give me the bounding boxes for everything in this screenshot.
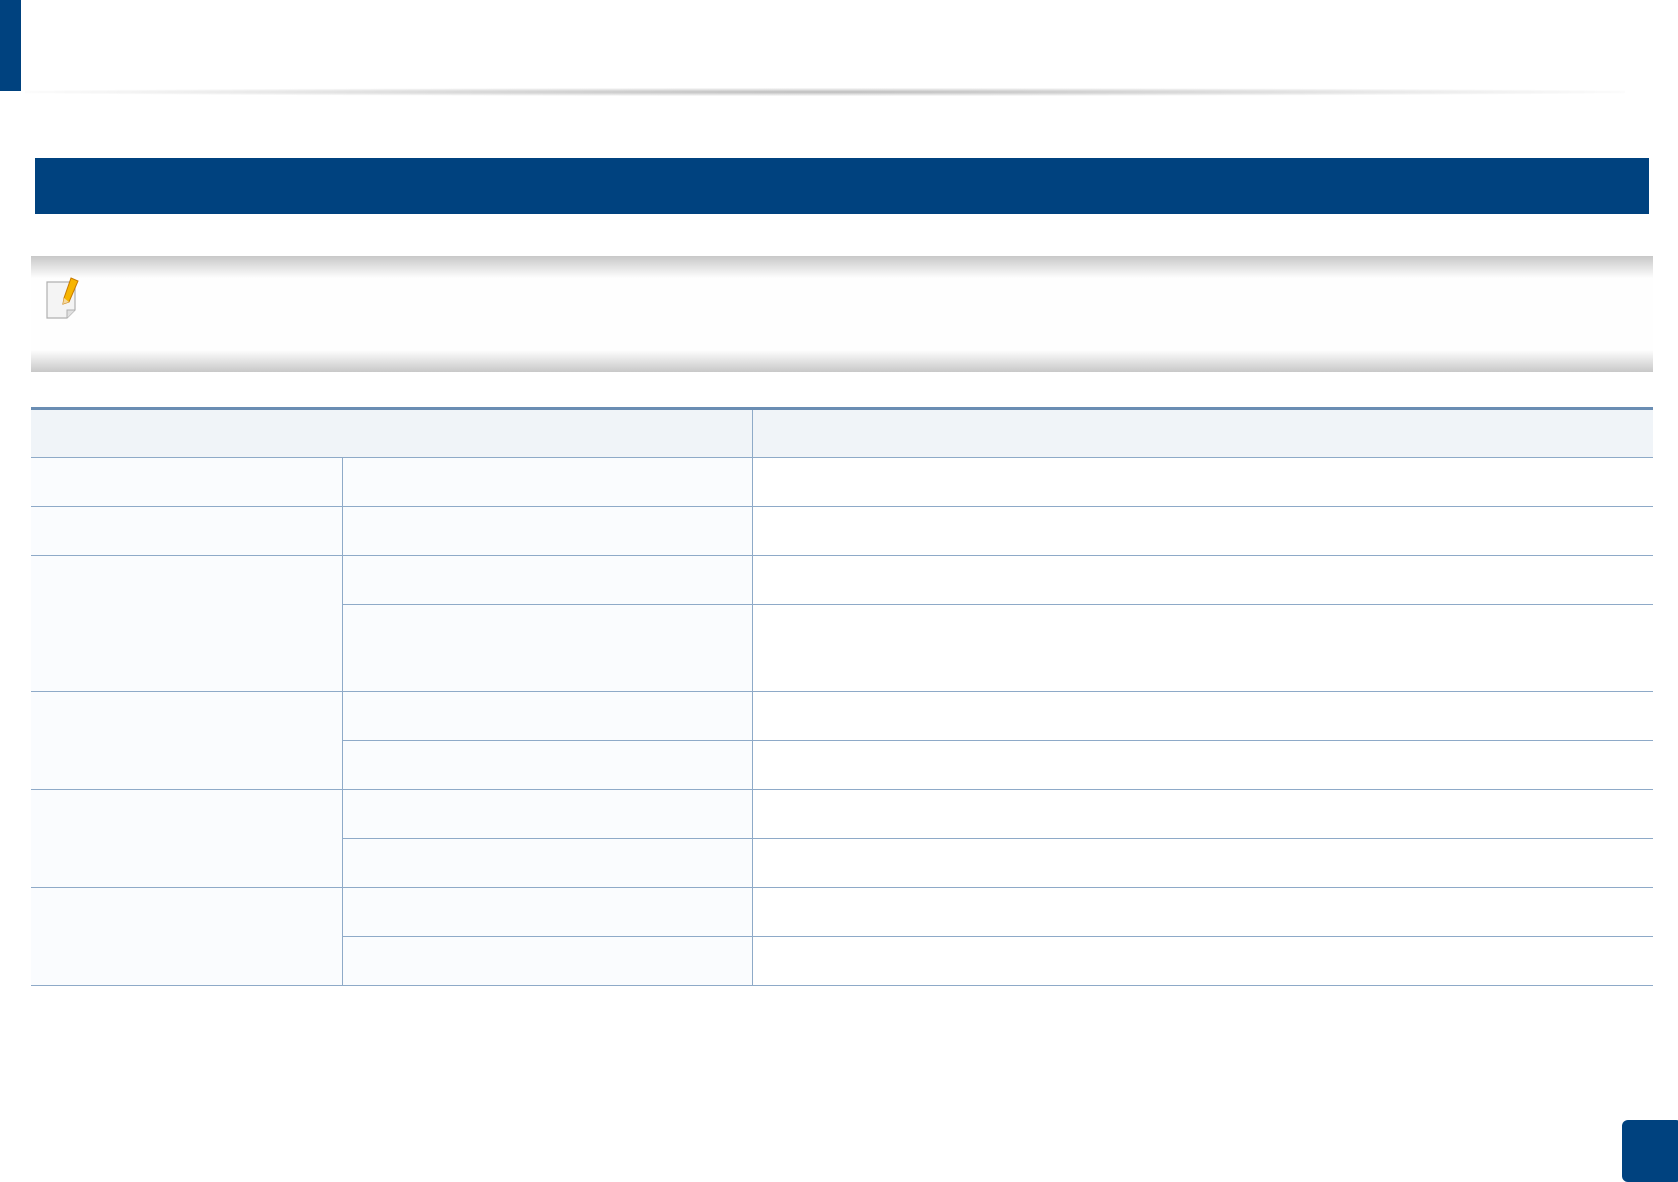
table-row — [31, 604, 1653, 692]
table-row — [31, 789, 1653, 888]
table-cell — [752, 838, 1653, 888]
table-header-cell — [31, 408, 753, 458]
table-cell — [752, 936, 1653, 986]
table-cell — [31, 691, 343, 790]
note-box — [31, 256, 1653, 372]
table-row — [31, 740, 1653, 790]
table-cell — [342, 457, 753, 507]
table-cell — [752, 691, 1653, 741]
table-row — [31, 457, 1653, 507]
table-cell — [342, 887, 753, 937]
table-cell — [342, 691, 753, 741]
page-number-badge — [1622, 1120, 1678, 1182]
table-cell — [752, 457, 1653, 507]
table-row — [31, 936, 1653, 986]
table-row — [31, 887, 1653, 986]
table-row — [31, 506, 1653, 556]
table-cell — [342, 506, 753, 556]
table-cell — [752, 604, 1653, 692]
table-cell — [752, 506, 1653, 556]
table-row — [31, 691, 1653, 790]
section-title-bar — [35, 158, 1649, 214]
table-cell — [31, 555, 343, 692]
table-header-cell — [752, 408, 1653, 458]
table-cell — [31, 887, 343, 986]
chapter-tab-marker — [0, 0, 21, 91]
table-cell — [752, 887, 1653, 937]
table-cell — [31, 789, 343, 888]
table-cell — [342, 838, 753, 888]
table-cell — [752, 740, 1653, 790]
table-cell — [342, 604, 753, 692]
table-cell — [752, 789, 1653, 839]
spec-table — [31, 407, 1653, 986]
table-row — [31, 838, 1653, 888]
table-header-row — [31, 408, 1653, 458]
table-cell — [342, 936, 753, 986]
table-cell — [31, 506, 343, 556]
table-cell — [752, 555, 1653, 605]
table-cell — [31, 457, 343, 507]
header-divider — [25, 88, 1625, 96]
table-row — [31, 555, 1653, 692]
table-cell — [342, 789, 753, 839]
table-cell — [342, 555, 753, 605]
note-pencil-icon — [46, 277, 79, 319]
table-cell — [342, 740, 753, 790]
